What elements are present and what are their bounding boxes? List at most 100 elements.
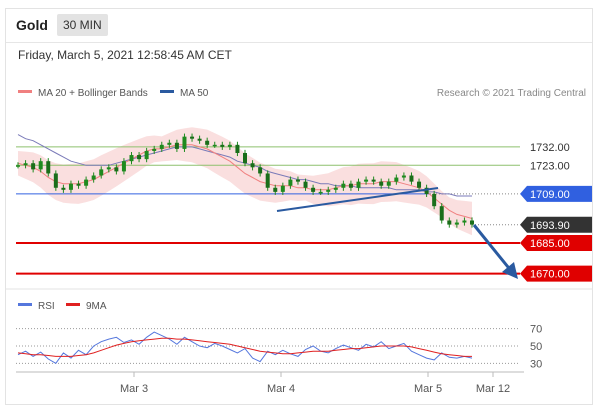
- candle-body: [333, 187, 338, 190]
- candle-body: [280, 185, 285, 192]
- resistance-level-label: 1732.00: [530, 142, 570, 154]
- candle-body: [137, 155, 142, 160]
- candle-body: [61, 187, 66, 190]
- rsi-tick-label: 30: [530, 358, 542, 370]
- candle-body: [447, 220, 452, 225]
- candle-body: [364, 179, 369, 182]
- x-tick-label: Mar 5: [414, 383, 442, 395]
- candle-body: [326, 189, 331, 192]
- candle-body: [250, 163, 255, 168]
- chart-datetime: Friday, March 5, 2021 12:58:45 AM CET: [18, 48, 232, 62]
- candle-body: [348, 183, 353, 188]
- candle-body: [371, 179, 376, 182]
- candle-body: [46, 161, 51, 174]
- support-level-tag: [520, 235, 592, 251]
- candle-body: [197, 138, 202, 141]
- current-level-tag: [520, 216, 592, 233]
- ma20-legend-label: MA 20 + Bollinger Bands: [38, 88, 148, 99]
- chart-header: Gold 30 MIN: [6, 9, 592, 43]
- candle-body: [76, 183, 81, 186]
- candle-body: [227, 144, 232, 147]
- price-panel: 1732.00 1723.00 1709.00 1693.90 1685.00 1670.…: [16, 127, 592, 282]
- forecast-arrow-head: [502, 262, 518, 279]
- candle-body: [454, 222, 459, 225]
- candle-body: [144, 150, 149, 160]
- support-level-label: 1685.00: [530, 238, 570, 250]
- candle-body: [190, 136, 195, 139]
- pivot-level-label: 1709.00: [530, 189, 570, 201]
- ma9-line: [17, 337, 472, 357]
- ma20-legend-swatch: [18, 90, 32, 93]
- x-tick-label: Mar 12: [476, 383, 510, 395]
- candle-body: [379, 181, 384, 186]
- candle-body: [318, 191, 323, 194]
- candle-body: [439, 206, 444, 221]
- candle-body: [386, 181, 391, 186]
- candle-body: [31, 163, 36, 170]
- candle-body: [121, 161, 126, 172]
- rsi-panel: 70 50 30: [16, 324, 542, 370]
- candle-body: [91, 175, 96, 180]
- candle-body: [106, 167, 111, 170]
- candle-body: [205, 140, 210, 145]
- resistance-level-label: 1723.00: [530, 160, 570, 172]
- candle-body: [288, 179, 293, 186]
- candle-body: [99, 169, 104, 176]
- x-axis-ticks: Mar 3 Mar 4 Mar 5 Mar 12: [120, 372, 510, 395]
- candle-body: [53, 173, 58, 188]
- candle-body: [220, 144, 225, 147]
- candle-body: [174, 142, 179, 149]
- x-tick-label: Mar 4: [267, 383, 295, 395]
- candle-body: [273, 187, 278, 192]
- ma9-legend-swatch: [66, 303, 80, 306]
- trend-line: [276, 187, 439, 212]
- candle-body: [311, 187, 316, 192]
- research-credit: Research © 2021 Trading Central: [437, 88, 586, 99]
- forecast-arrow: [472, 224, 514, 273]
- current-level-label: 1693.90: [530, 220, 570, 232]
- candle-body: [401, 175, 406, 178]
- candle-body: [265, 173, 270, 188]
- x-tick-label: Mar 3: [120, 383, 148, 395]
- candle-body: [212, 144, 217, 147]
- candle-body: [84, 179, 89, 186]
- candle-body: [341, 183, 346, 188]
- chart-widget: Gold 30 MIN Friday, March 5, 2021 12:58:…: [5, 8, 593, 405]
- candle-body: [129, 155, 134, 162]
- instrument-title: Gold: [16, 17, 48, 33]
- candle-body: [356, 181, 361, 188]
- candle-body: [167, 142, 172, 145]
- candle-body: [409, 175, 414, 182]
- ma50-legend-swatch: [160, 90, 174, 93]
- rsi-legend-swatch: [18, 303, 32, 306]
- candle-body: [243, 153, 247, 164]
- support-level-tag: [520, 265, 592, 282]
- candle-body: [16, 165, 20, 167]
- candle-body: [114, 167, 119, 172]
- ma50-legend-label: MA 50: [180, 88, 209, 99]
- timeframe-badge[interactable]: 30 MIN: [57, 14, 108, 36]
- candle-body: [462, 220, 467, 223]
- candle-body: [258, 167, 263, 174]
- candle-body: [295, 179, 300, 182]
- candle-body: [182, 136, 187, 149]
- rsi-tick-label: 50: [530, 341, 542, 353]
- candle-body: [394, 177, 399, 182]
- candle-body: [432, 193, 437, 207]
- candle-body: [38, 161, 43, 170]
- candle-body: [470, 220, 474, 225]
- rsi-tick-label: 70: [530, 324, 542, 336]
- candle-body: [424, 187, 429, 194]
- candle-body: [417, 181, 422, 188]
- candle-body: [68, 183, 73, 190]
- candle-body: [152, 148, 157, 151]
- support-level-label: 1670.00: [530, 269, 570, 281]
- ma9-legend-label: 9MA: [86, 301, 107, 312]
- candle-body: [159, 144, 164, 149]
- candle-body: [23, 163, 28, 166]
- pivot-level-tag: [520, 185, 592, 202]
- candle-body: [303, 181, 308, 188]
- candle-body: [235, 144, 240, 153]
- rsi-legend-label: RSI: [38, 301, 55, 312]
